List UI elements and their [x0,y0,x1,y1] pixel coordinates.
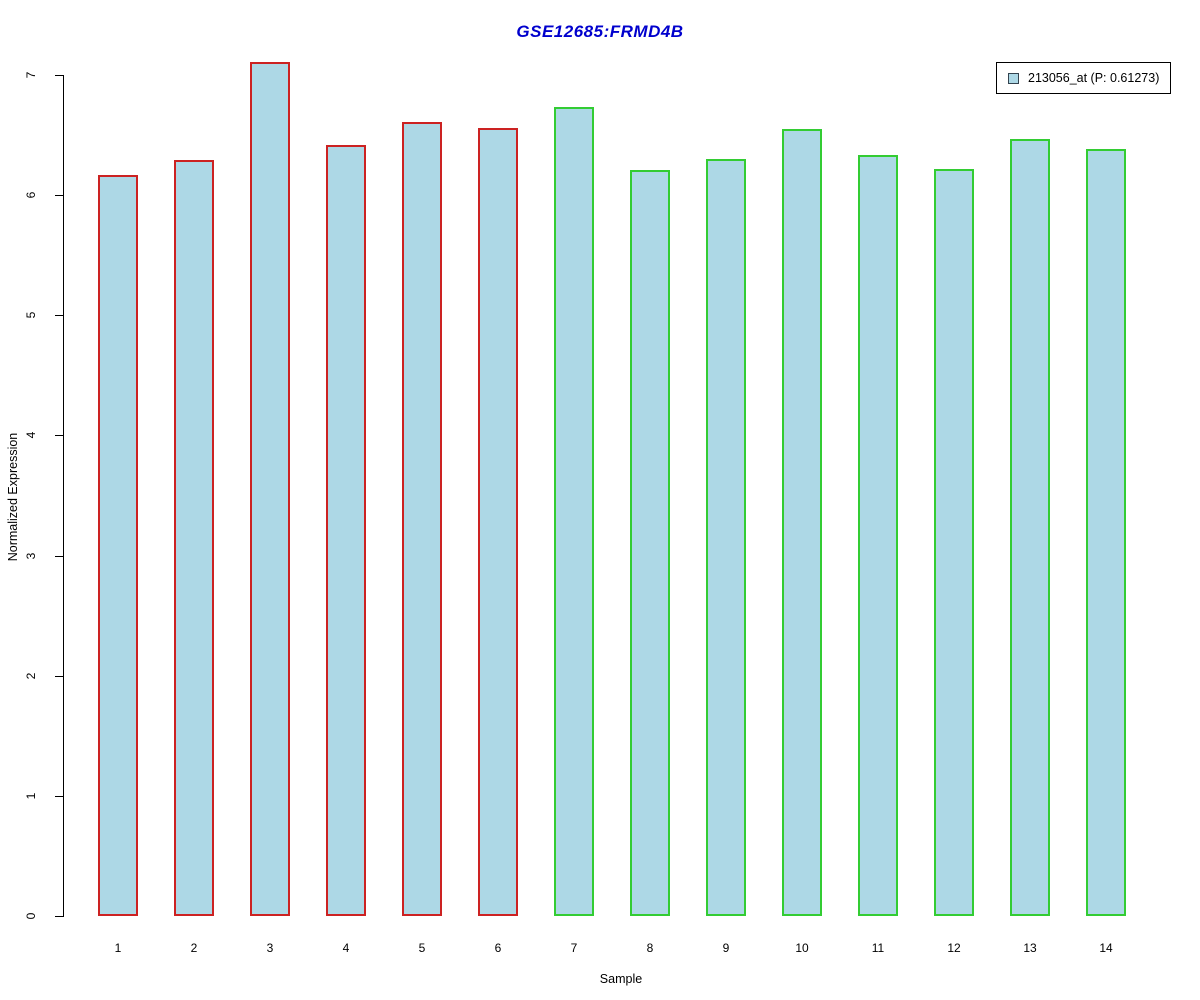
legend-swatch-icon [1008,72,1019,84]
bar-sample-1 [98,175,138,916]
bar-sample-4 [326,145,366,916]
x-tick-label: 9 [722,941,730,955]
x-tick-label: 8 [646,941,654,955]
y-axis-title: Normalized Expression [6,432,20,562]
y-tick-mark [55,315,63,317]
x-tick-label: 1 [114,941,122,955]
bar-sample-3 [250,62,290,916]
x-tick-label: 2 [190,941,198,955]
y-axis-line [63,75,64,917]
bar-sample-12 [934,169,974,916]
x-tick-label: 5 [418,941,426,955]
y-tick-mark [55,195,63,197]
x-tick-label: 10 [795,941,809,955]
y-tick-label: 2 [24,672,38,680]
bar-sample-9 [706,159,746,916]
y-tick-label: 1 [24,792,38,800]
y-tick-mark [55,74,63,76]
bar-sample-11 [858,155,898,916]
y-tick-label: 3 [24,552,38,559]
y-tick-label: 5 [24,311,38,319]
x-axis-title: Sample [599,972,643,986]
y-tick-label: 6 [24,191,38,199]
y-tick-mark [55,916,63,917]
x-tick-label: 11 [871,941,885,955]
y-tick-mark [55,435,63,437]
y-tick-mark [55,675,63,677]
y-tick-label: 0 [24,912,38,920]
bar-sample-13 [1010,139,1050,916]
x-tick-label: 6 [494,941,502,955]
bar-sample-6 [478,128,518,916]
y-tick-mark [55,555,63,557]
bar-sample-7 [554,107,594,916]
legend-box: 213056_at (P: 0.61273) [996,62,1172,94]
bar-sample-14 [1086,149,1126,916]
x-tick-label: 13 [1023,941,1037,955]
x-tick-label: 14 [1099,941,1113,955]
x-tick-label: 3 [266,941,274,955]
y-tick-mark [55,795,63,797]
y-tick-label: 7 [24,71,38,79]
bar-sample-10 [782,129,822,916]
y-tick-label: 4 [24,432,38,439]
x-tick-label: 7 [570,941,578,955]
bar-sample-2 [174,160,214,916]
x-tick-label: 4 [342,941,350,955]
legend-label: 213056_at (P: 0.61273) [1028,71,1160,85]
chart-title: GSE12685:FRMD4B [516,22,684,41]
x-tick-label: 12 [947,941,961,955]
bar-sample-5 [402,122,442,916]
bar-sample-8 [630,170,670,916]
